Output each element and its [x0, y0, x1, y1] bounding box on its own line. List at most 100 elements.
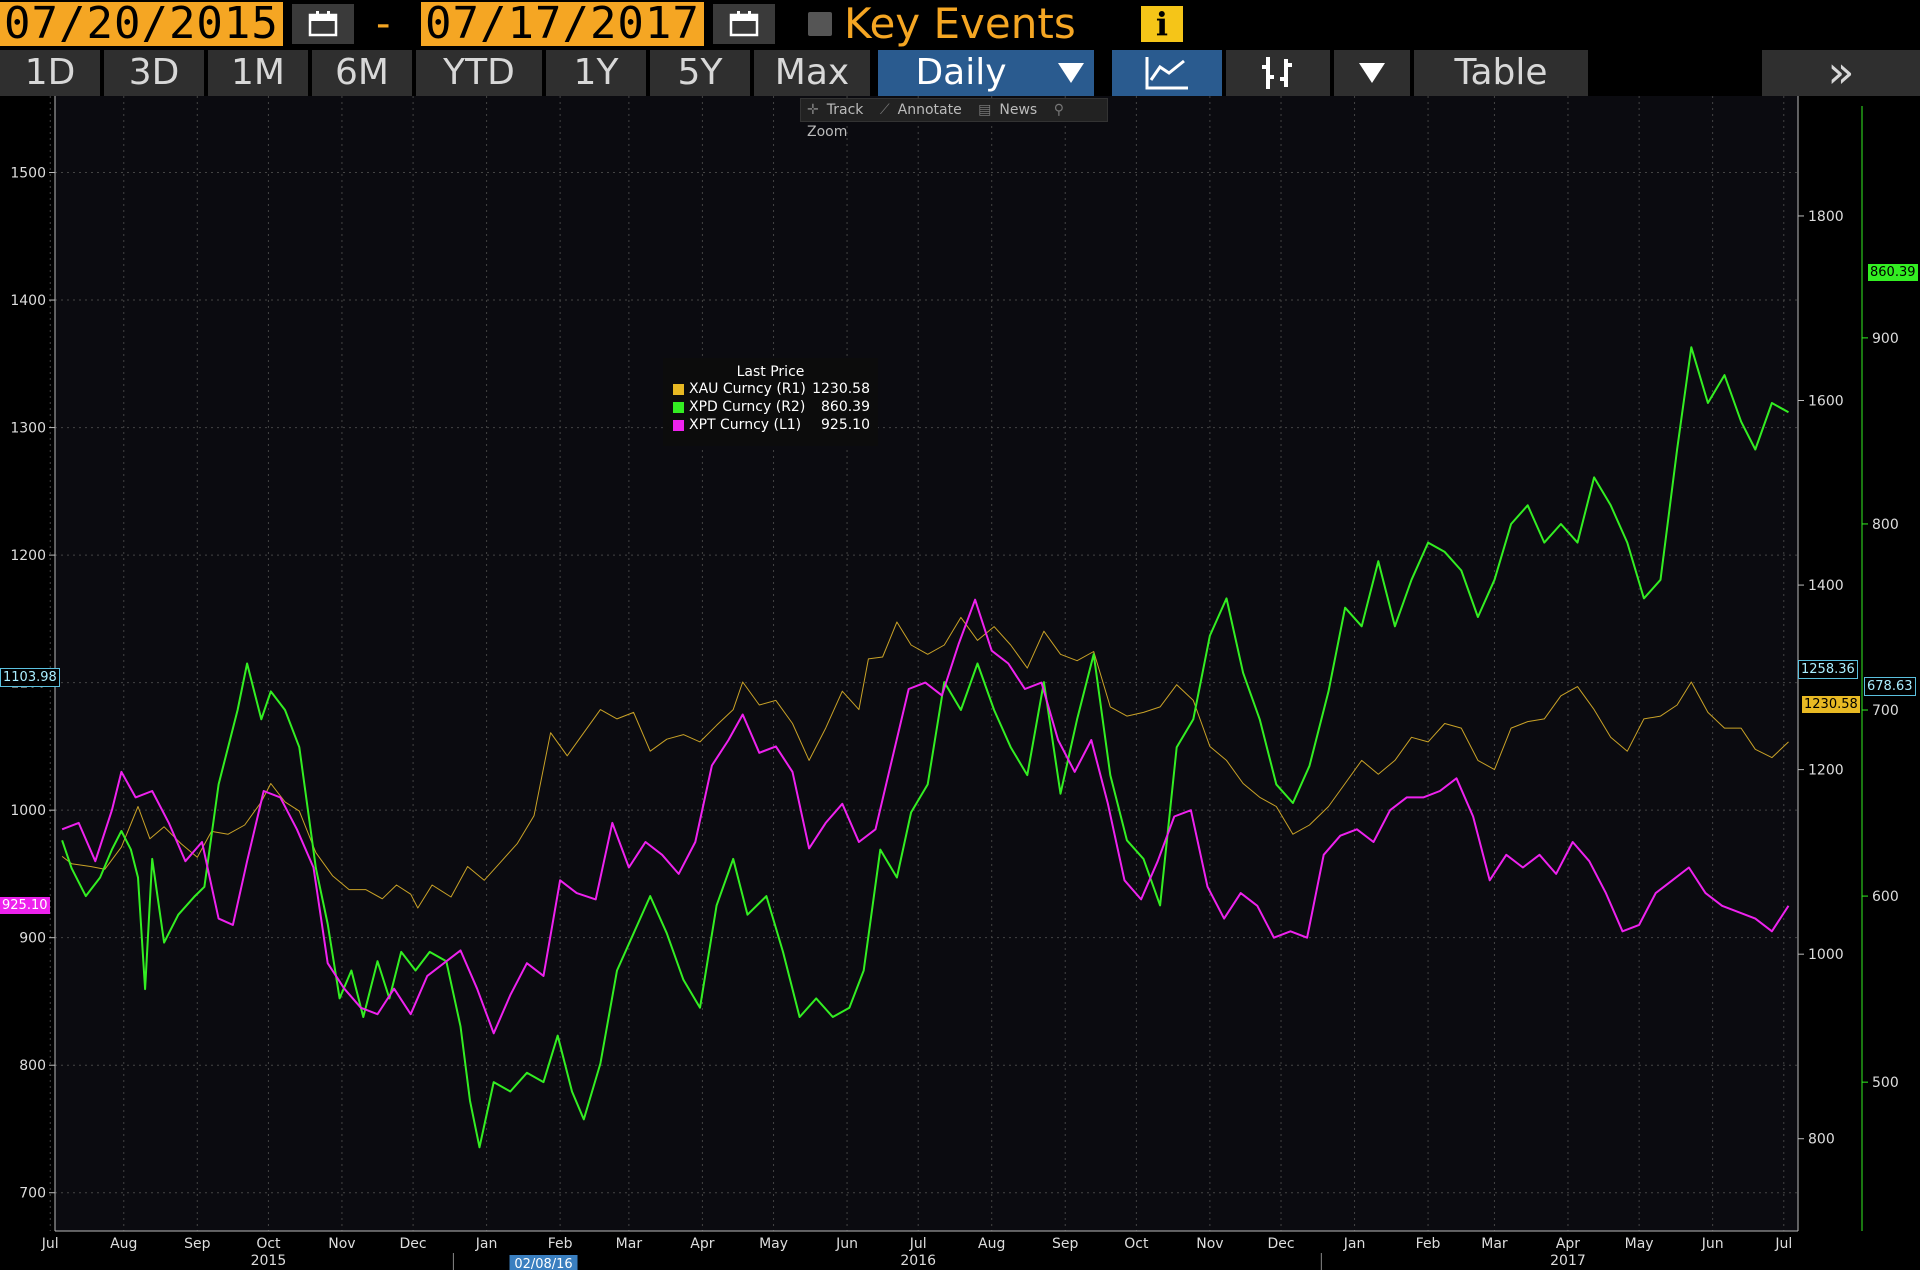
range-3d-button[interactable]: 3D — [104, 50, 204, 96]
xau-last-tag: 1230.58 — [1802, 696, 1860, 713]
date-marker-label: 02/08/16 — [514, 1257, 572, 1270]
x-tick-label: Sep — [1052, 1236, 1079, 1252]
chart-type-dropdown[interactable] — [1334, 50, 1410, 96]
r2-axis-tag-a: 678.63 — [1864, 677, 1916, 696]
range-1y-button[interactable]: 1Y — [546, 50, 646, 96]
x-tick-label: Jun — [1701, 1236, 1724, 1252]
legend: Last Price XAU Curncy (R1) 1230.58 XPD Cu… — [663, 358, 878, 446]
l1-tick-label: 1500 — [10, 166, 46, 182]
line-chart-button[interactable] — [1112, 50, 1222, 96]
frequency-label: Daily — [915, 52, 1007, 93]
x-tick-label: Nov — [1196, 1236, 1223, 1252]
table-button[interactable]: Table — [1414, 50, 1588, 96]
r1-axis-tag-a: 1258.36 — [1798, 660, 1858, 679]
key-events-checkbox[interactable] — [808, 12, 832, 36]
x-tick-label: Feb — [548, 1236, 573, 1252]
x-tick-label: Dec — [1267, 1236, 1294, 1252]
legend-series-name: XPD Curncy (R2) — [689, 399, 806, 415]
date-marker-box — [509, 1255, 578, 1270]
chevron-down-icon — [1058, 63, 1084, 83]
end-date-input[interactable]: 07/17/2017 — [421, 2, 704, 46]
zoom-button[interactable]: Zoom — [807, 124, 848, 140]
plot-background — [55, 96, 1798, 1231]
x-tick-label: May — [759, 1236, 788, 1252]
legend-series-value: 925.10 — [821, 417, 870, 433]
x-year-label: 2017 — [1550, 1253, 1586, 1269]
range-ytd-button[interactable]: YTD — [416, 50, 542, 96]
range-max-button[interactable]: Max — [754, 50, 870, 96]
range-6m-button[interactable]: 6M — [312, 50, 412, 96]
x-year-label: 2015 — [251, 1253, 287, 1269]
x-tick-label: Dec — [400, 1236, 427, 1252]
frequency-dropdown[interactable]: Daily — [878, 50, 1094, 96]
x-tick-label: Sep — [184, 1236, 211, 1252]
x-tick-label: Mar — [1481, 1236, 1508, 1252]
range-1d-button[interactable]: 1D — [0, 50, 100, 96]
range-5y-button[interactable]: 5Y — [650, 50, 750, 96]
legend-row-xpd: XPD Curncy (R2) 860.39 — [663, 398, 878, 416]
bar-chart-button[interactable] — [1226, 50, 1330, 96]
x-tick-label: Aug — [110, 1236, 137, 1252]
series-line-xau — [61, 616, 1789, 909]
x-year-label: 2016 — [900, 1253, 936, 1269]
key-events-label: Key Events — [844, 0, 1076, 48]
calendar-icon — [729, 11, 759, 37]
legend-series-name: XAU Curncy (R1) — [689, 381, 806, 397]
track-button[interactable]: Track — [826, 102, 864, 118]
ohlc-icon — [1262, 57, 1292, 89]
legend-title: Last Price — [736, 364, 805, 380]
r1-tick-label: 1000 — [1808, 947, 1844, 963]
r1-tick-label: 1800 — [1808, 209, 1844, 225]
end-calendar-button[interactable] — [713, 4, 775, 44]
l1-tick-label: 900 — [19, 931, 46, 947]
calendar-icon — [308, 11, 338, 37]
r1-tick-label: 800 — [1808, 1132, 1835, 1148]
x-tick-label: Aug — [978, 1236, 1005, 1252]
track-icon: ✛ — [807, 102, 819, 118]
r2-tick-label: 900 — [1872, 331, 1899, 347]
r1-tick-label: 1400 — [1808, 578, 1844, 594]
more-button[interactable]: » — [1762, 50, 1920, 96]
news-button[interactable]: News — [999, 102, 1038, 118]
legend-series-value: 1230.58 — [812, 381, 870, 397]
news-icon: ▤ — [978, 102, 992, 118]
range-1m-button[interactable]: 1M — [208, 50, 308, 96]
x-tick-label: May — [1625, 1236, 1654, 1252]
annotate-icon: ⟋ — [879, 102, 890, 118]
start-calendar-button[interactable] — [292, 4, 354, 44]
x-tick-label: Apr — [1556, 1236, 1580, 1252]
x-tick-label: Jan — [1343, 1236, 1366, 1252]
date-range-dash: - — [376, 1, 391, 47]
annotate-button[interactable]: Annotate — [897, 102, 962, 118]
legend-row-xpt: XPT Curncy (L1) 925.10 — [663, 416, 878, 434]
x-tick-label: Apr — [690, 1236, 714, 1252]
legend-series-name: XPT Curncy (L1) — [689, 417, 802, 433]
x-tick-label: Jun — [835, 1236, 858, 1252]
legend-swatch — [673, 383, 684, 395]
zoom-icon: ⚲ — [1053, 102, 1064, 118]
x-tick-label: Jul — [909, 1236, 927, 1252]
r2-tick-label: 600 — [1872, 889, 1899, 905]
series-line-xpt — [61, 598, 1790, 1035]
l1-tick-label: 1300 — [10, 421, 46, 437]
info-button[interactable]: i — [1141, 6, 1183, 42]
series-line-xpd — [61, 346, 1789, 1149]
x-tick-label: Oct — [256, 1236, 281, 1252]
left-axis-tag-a: 1103.98 — [0, 668, 60, 687]
r1-tick-label: 1600 — [1808, 394, 1844, 410]
x-tick-label: Jan — [475, 1236, 498, 1252]
xpd-last-tag: 860.39 — [1868, 264, 1918, 281]
chart-subtoolbar: ✛ Track ⟋ Annotate ▤ News ⚲ Zoom — [800, 98, 1108, 140]
legend-swatch — [673, 401, 684, 413]
l1-tick-label: 1000 — [10, 803, 46, 819]
l1-tick-label: 1200 — [10, 548, 46, 564]
l1-tick-label: 700 — [19, 1186, 46, 1202]
x-tick-label: Oct — [1124, 1236, 1149, 1252]
top-bar: 07/20/2015 - 07/17/2017 Key Events i — [0, 0, 1920, 48]
r2-tick-label: 800 — [1872, 517, 1899, 533]
legend-series-value: 860.39 — [821, 399, 870, 415]
r2-tick-label: 700 — [1872, 703, 1899, 719]
price-chart[interactable]: 7008009001000110012001300140015008001000… — [0, 96, 1920, 1270]
r2-tick-label: 500 — [1872, 1075, 1899, 1091]
start-date-input[interactable]: 07/20/2015 — [0, 2, 283, 46]
